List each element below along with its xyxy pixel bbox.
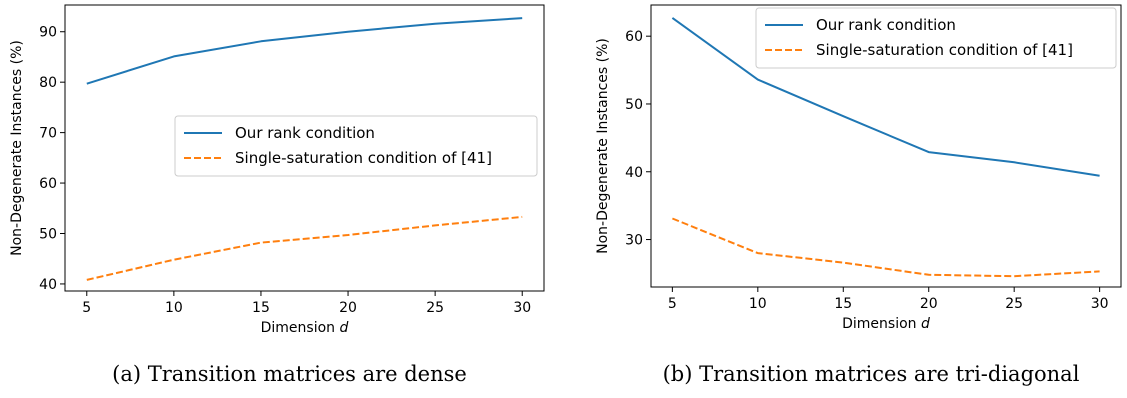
y-axis-label: Non-Degenerate Instances (%) [595,38,611,254]
legend-box [174,115,538,177]
legend-box [755,7,1117,69]
x-tick-label: 15 [252,300,270,316]
chart-caption: (a) Transition matrices are dense [112,362,467,386]
x-tick-label: 20 [920,296,938,312]
legend-entry-label: Single-saturation condition of [41] [235,149,492,167]
x-axis-label: Dimension d [842,316,930,332]
chart-panel-a: 5 10 15 20 25 30 40 50 60 70 80 90 Dimension d Non-… [9,4,545,386]
legend: Our rank condition Single-saturation cond… [755,7,1117,69]
x-axis-label: Dimension d [261,320,349,336]
legend: Our rank condition Single-saturation cond… [174,115,538,177]
plot-frame [64,4,545,292]
y-axis-label: Non-Degenerate Instances (%) [9,40,25,256]
plot-frame [650,4,1122,288]
x-tick-label: 10 [749,296,767,312]
y-tick-label: 50 [625,97,643,113]
axes-group: 5 10 15 20 25 30 30 40 50 60 [625,29,1108,312]
series-group [671,17,1100,278]
series-group [86,17,523,281]
series-line-rank-condition [671,17,1100,177]
y-tick-label: 90 [39,25,57,41]
x-tick-label: 20 [339,300,357,316]
x-tick-label: 15 [834,296,852,312]
series-line-single-saturation [672,217,1100,278]
y-tick-label: 70 [39,126,57,142]
chart-panel-b: 5 10 15 20 25 30 30 40 50 60 Dimension d Non-Dege… [595,4,1122,386]
x-tick-label: 25 [426,300,444,316]
y-tick-label: 50 [39,226,57,242]
series-line-rank-condition [86,17,523,85]
chart-caption: (b) Transition matrices are tri-diagonal [663,362,1080,386]
axes-group: 5 10 15 20 25 30 40 50 60 70 80 90 [39,25,531,316]
x-tick-label: 30 [513,300,531,316]
x-tick-label: 5 [82,300,91,316]
y-tick-label: 40 [39,277,57,293]
y-tick-label: 30 [625,233,643,249]
x-tick-label: 5 [668,296,677,312]
x-tick-label: 25 [1005,296,1023,312]
y-tick-label: 60 [39,176,57,192]
legend-entry-label: Our rank condition [816,16,956,34]
x-tick-label: 30 [1091,296,1109,312]
y-tick-label: 60 [625,29,643,45]
y-tick-label: 40 [625,165,643,181]
x-tick-label: 10 [165,300,183,316]
series-line-single-saturation [86,215,523,281]
legend-entry-label: Single-saturation condition of [41] [816,41,1073,59]
y-tick-label: 80 [39,75,57,91]
legend-entry-label: Our rank condition [235,124,375,142]
